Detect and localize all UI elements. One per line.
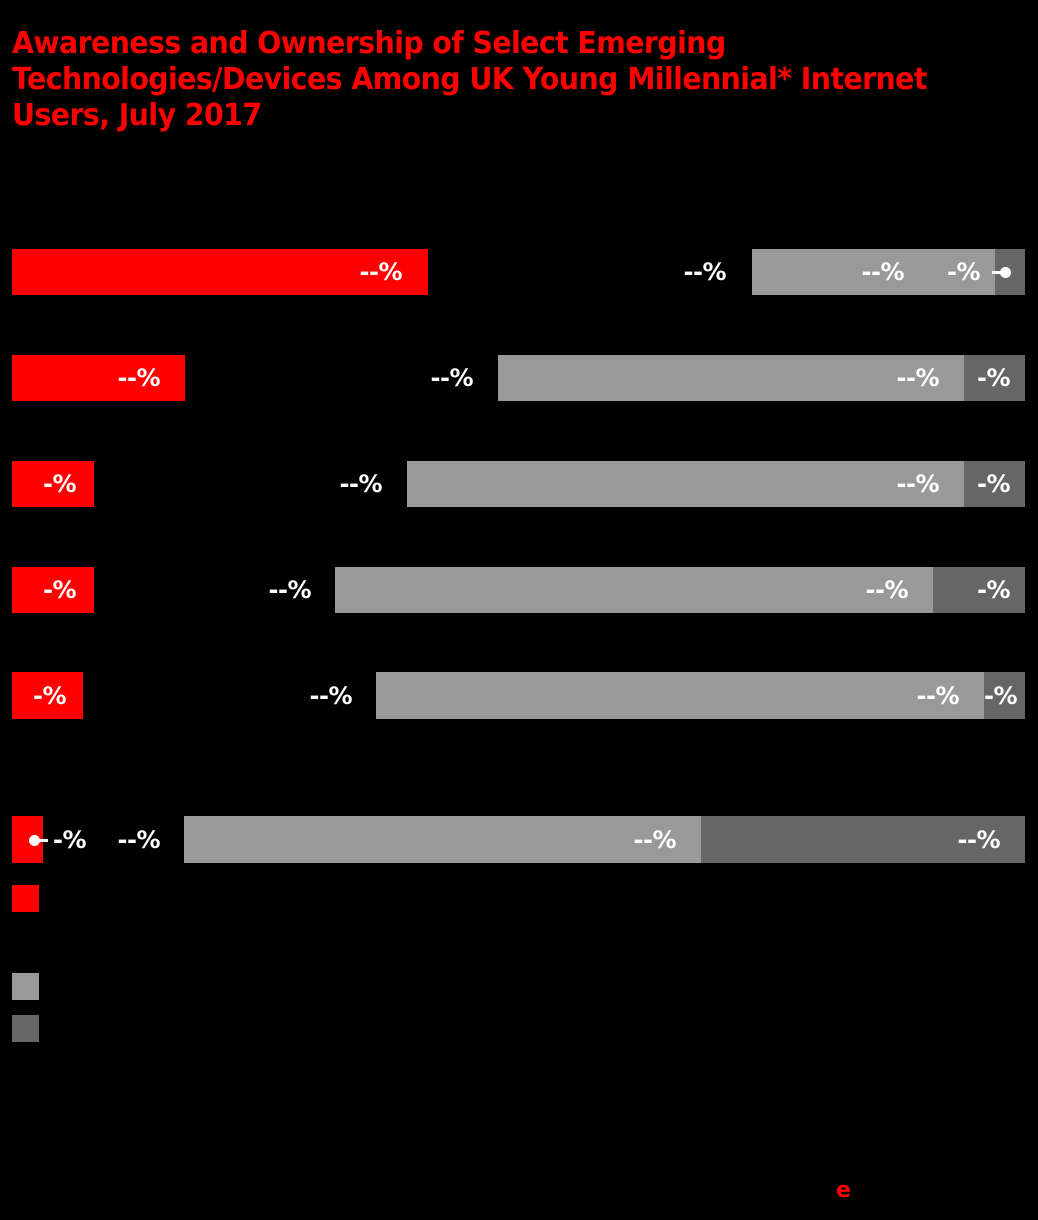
aware-value-label: --%: [861, 258, 905, 286]
own-value-label: -%: [42, 470, 77, 498]
own-value-label: -%: [42, 576, 77, 604]
aware-bar: [184, 816, 701, 863]
label-leader-dot: [1000, 267, 1011, 278]
aware-value-label: --%: [896, 364, 940, 392]
label-leader-dot: [29, 835, 40, 846]
label-leader-line: [992, 271, 1002, 274]
not-aware-bar: [964, 355, 1025, 401]
awareness-value-label: --%: [339, 470, 383, 498]
aware-value-label: --%: [896, 470, 940, 498]
own-bar: [12, 567, 94, 613]
awareness-value-label: --%: [430, 364, 474, 392]
own-bar: [12, 461, 94, 507]
own-bar: [12, 672, 83, 719]
chart-title: Awareness and Ownership of Select Emergi…: [12, 26, 927, 133]
not-aware-bar: [933, 567, 1025, 613]
not-aware-value-label: -%: [976, 364, 1011, 392]
aware-bar: [335, 567, 933, 613]
awareness-value-label: --%: [268, 576, 312, 604]
aware-value-label: --%: [633, 826, 677, 854]
label-leader-line: [36, 839, 48, 842]
own-value-label: --%: [359, 258, 403, 286]
not-aware-value-label: -%: [976, 470, 1011, 498]
aware-extra-value-label: -%: [946, 258, 981, 286]
aware-bar: [407, 461, 964, 507]
awareness-value-label: --%: [117, 826, 161, 854]
own-value-label: -%: [53, 826, 87, 854]
legend-swatch-own: [12, 885, 39, 912]
aware-bar: [752, 249, 995, 295]
not-aware-value-label: -%: [983, 682, 1018, 710]
legend-swatch-aware: [12, 973, 39, 1000]
not-aware-bar: [984, 672, 1025, 719]
own-bar: [12, 249, 428, 295]
own-bar: [12, 355, 185, 401]
not-aware-bar: [964, 461, 1025, 507]
awareness-value-label: --%: [309, 682, 353, 710]
own-value-label: -%: [32, 682, 67, 710]
not-aware-value-label: -%: [976, 576, 1011, 604]
aware-value-label: --%: [916, 682, 960, 710]
aware-bar: [498, 355, 964, 401]
not-aware-bar: [701, 816, 1025, 863]
own-value-label: --%: [117, 364, 161, 392]
aware-value-label: --%: [865, 576, 909, 604]
not-aware-value-label: --%: [957, 826, 1001, 854]
brand-logo-icon: e: [836, 1178, 851, 1203]
awareness-value-label: --%: [683, 258, 727, 286]
legend-swatch-not-aware: [12, 1015, 39, 1042]
aware-bar: [376, 672, 984, 719]
